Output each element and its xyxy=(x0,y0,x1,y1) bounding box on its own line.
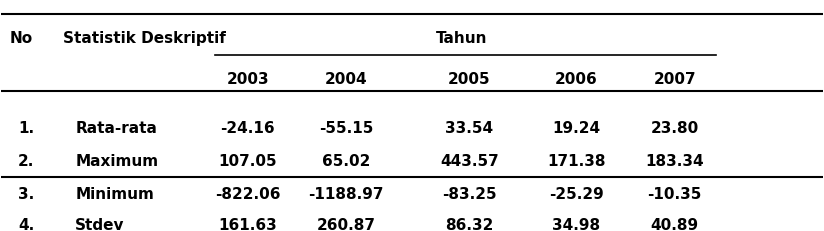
Text: 443.57: 443.57 xyxy=(440,154,499,169)
Text: 260.87: 260.87 xyxy=(316,217,376,231)
Text: -1188.97: -1188.97 xyxy=(308,186,384,201)
Text: 2.: 2. xyxy=(18,154,34,169)
Text: 34.98: 34.98 xyxy=(552,217,601,231)
Text: 2005: 2005 xyxy=(448,72,491,87)
Text: 2003: 2003 xyxy=(227,72,269,87)
Text: -55.15: -55.15 xyxy=(319,121,373,136)
Text: 4.: 4. xyxy=(18,217,34,231)
Text: No: No xyxy=(10,31,33,46)
Text: 1.: 1. xyxy=(18,121,34,136)
Text: Maximum: Maximum xyxy=(75,154,158,169)
Text: Stdev: Stdev xyxy=(75,217,124,231)
Text: -83.25: -83.25 xyxy=(442,186,497,201)
Text: -822.06: -822.06 xyxy=(215,186,280,201)
Text: 171.38: 171.38 xyxy=(547,154,606,169)
Text: -24.16: -24.16 xyxy=(221,121,275,136)
Text: Rata-rata: Rata-rata xyxy=(75,121,157,136)
Text: Tahun: Tahun xyxy=(436,31,487,46)
Text: -25.29: -25.29 xyxy=(549,186,604,201)
Text: 65.02: 65.02 xyxy=(322,154,371,169)
Text: 2007: 2007 xyxy=(653,72,696,87)
Text: 107.05: 107.05 xyxy=(218,154,277,169)
Text: 183.34: 183.34 xyxy=(645,154,704,169)
Text: Statistik Deskriptif: Statistik Deskriptif xyxy=(63,31,226,46)
Text: 3.: 3. xyxy=(18,186,34,201)
Text: 2006: 2006 xyxy=(555,72,597,87)
Text: 161.63: 161.63 xyxy=(218,217,277,231)
Text: Minimum: Minimum xyxy=(75,186,154,201)
Text: -10.35: -10.35 xyxy=(648,186,702,201)
Text: 23.80: 23.80 xyxy=(651,121,699,136)
Text: 19.24: 19.24 xyxy=(552,121,601,136)
Text: 86.32: 86.32 xyxy=(445,217,494,231)
Text: 33.54: 33.54 xyxy=(446,121,494,136)
Text: 40.89: 40.89 xyxy=(651,217,699,231)
Text: 2004: 2004 xyxy=(325,72,368,87)
